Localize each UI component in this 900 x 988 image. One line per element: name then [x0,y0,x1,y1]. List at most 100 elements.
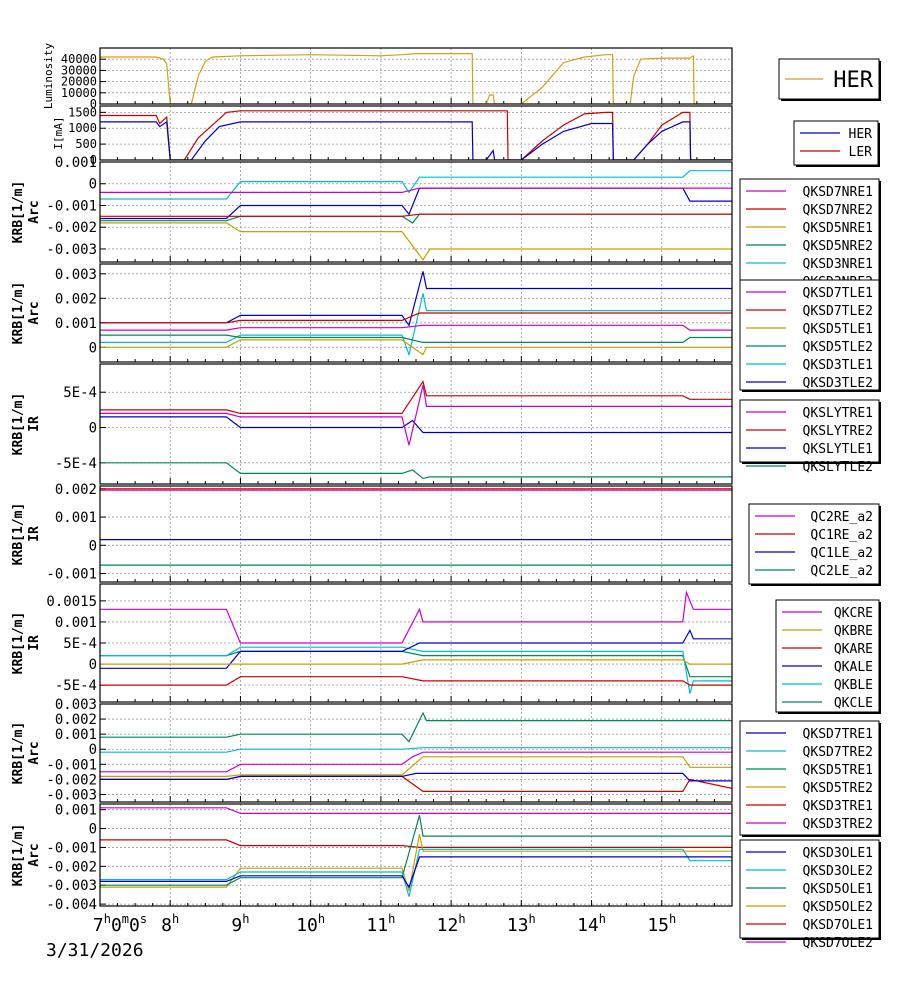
y-tick-label: 40000 [61,52,97,66]
y-axis-label-region: Arc [27,741,42,764]
series-line-qkale [100,629,732,669]
series-line-her [100,53,732,104]
legend-item: QKSD7NRE2 [746,203,873,218]
legend-item: QKSD7TRE2 [746,745,873,760]
legend-item: HER [800,127,872,142]
y-tick-label: 0.001 [55,803,97,819]
plot-frame [99,263,733,363]
y-tick-label: 0 [90,153,97,167]
series-line-qksd5tle2 [100,334,732,343]
y-tick-label: 0.001 [55,155,97,171]
y-tick-label: 5E-4 [63,636,97,652]
series-line-qksd7nre1 [100,187,732,193]
legend: QKCRE QKBRE QKARE QKALE QKBLE QKCLE [775,599,881,714]
y-tick-label: -0.001 [46,198,97,214]
legend-item: QKSD5OLE1 [746,882,873,897]
legend-item: QKSD3TLE1 [746,358,873,373]
series-line-qksd7tre2 [100,747,732,753]
y-tick-label: 0.001 [55,727,97,743]
plot-frame [99,47,733,105]
legend-item: QKSLYTRE1 [746,406,873,421]
series-line-qksd7ole1 [100,839,732,848]
x-tick-label: 15h [647,912,676,936]
series-line-qksd7tle2 [100,312,732,324]
series-line-her [100,120,732,160]
y-tick-label: -5E-4 [55,456,97,472]
legend-item: LER [800,145,872,160]
y-tick-label: 1000 [68,121,97,135]
y-tick-label: 0.0015 [46,594,97,610]
y-tick-label: -0.001 [46,757,97,773]
legend-item: QKSD7TLE1 [746,286,873,301]
legend-label: QKSD5OLE2 [803,900,873,915]
legend-item: QKSD3TLE2 [746,376,873,391]
series-line-qkslytre1 [100,385,732,446]
legend-item: HER [785,68,874,93]
legend-label: QKSD5TLE1 [803,322,873,337]
series-line-qkcre [100,590,732,644]
legend-item: QKSLYTLE2 [746,460,873,475]
y-axis-label: KRB[1/m] [11,181,26,244]
legend-label: QKSD3TRE1 [803,799,873,814]
legend-label: HER [833,68,873,93]
series-line-ler [100,110,732,160]
y-axis-label: KRB[1/m] [11,282,26,345]
y-axis-label-region: Arc [27,843,42,866]
y-tick-label: 0 [89,538,97,554]
x-tick-label: 10h [296,912,325,936]
legend-item: QKSD5TRE1 [746,763,873,778]
legend-item: QKBLE [782,678,873,693]
series-line-qksd7tle1 [100,324,732,331]
legend-label: QKSLYTRE2 [803,424,873,439]
legend-label: QKSD7NRE1 [803,185,873,200]
legend-label: QKSD7NRE2 [803,203,873,218]
legend: HER [778,58,881,101]
legend-item: QKSD5NRE1 [746,221,873,236]
series-line-qksd5tre1 [100,711,732,743]
y-axis-label: KRB[1/m] [11,722,26,785]
legend-box [739,178,880,290]
legend-item: QKCRE [782,606,873,621]
x-tick-label: 12h [437,912,466,936]
legend-item: QC1LE_a2 [755,546,873,561]
y-tick-label: 0.003 [55,697,97,713]
legend-item: QKSD5TLE2 [746,340,873,355]
series-line-qksd3tle2 [100,271,732,327]
series-line-qksd7tre1 [100,772,732,782]
y-tick-label: 0 [89,657,97,673]
legend-item: QKSD5TRE2 [746,781,873,796]
legend-label: QKSD5NRE2 [803,239,873,254]
y-tick-label: -0.004 [46,897,97,913]
y-tick-label: 30000 [61,63,97,77]
y-axis-label-region: IR [27,635,42,651]
legend-label: QKSD5NRE1 [803,221,873,236]
legend-item: QKSD5TLE1 [746,322,873,337]
series-line-qksd5tre2 [100,756,732,777]
series-line-qksd3nre1 [100,170,732,200]
legend-item: QKSD3OLE1 [746,846,873,861]
series-line-qksd3nre2 [100,187,732,220]
legend: QKSD7TLE1 QKSD7TLE2 QKSD5TLE1 QKSD5TLE2 QKSD… [739,279,881,392]
y-tick-label: -0.001 [46,840,97,856]
y-axis-label-region: Arc [27,200,42,223]
legend-item: QKSD3TRE1 [746,799,873,814]
legend-item: QKARE [782,642,873,657]
legend-box [793,120,879,166]
plot-frame [99,105,733,161]
legend-label: QKSLYTLE2 [803,460,873,475]
legend-box [739,279,880,391]
x-tick-label: 7h0m0s [93,912,147,936]
plot-frame [99,803,733,907]
series-line-qksd7nre2 [100,213,732,217]
legend-item: QKSLYTRE2 [746,424,873,439]
y-tick-label: -0.003 [46,242,97,258]
x-tick-label: 14h [577,912,606,936]
x-tick-label: 11h [366,912,395,936]
y-axis-label: KRB[1/m] [11,824,26,887]
series-group [100,170,732,261]
legend: QC2RE_a2 QC1RE_a2 QC1LE_a2 QC2LE_a2 [748,503,881,586]
y-tick-label: 20000 [61,75,97,89]
